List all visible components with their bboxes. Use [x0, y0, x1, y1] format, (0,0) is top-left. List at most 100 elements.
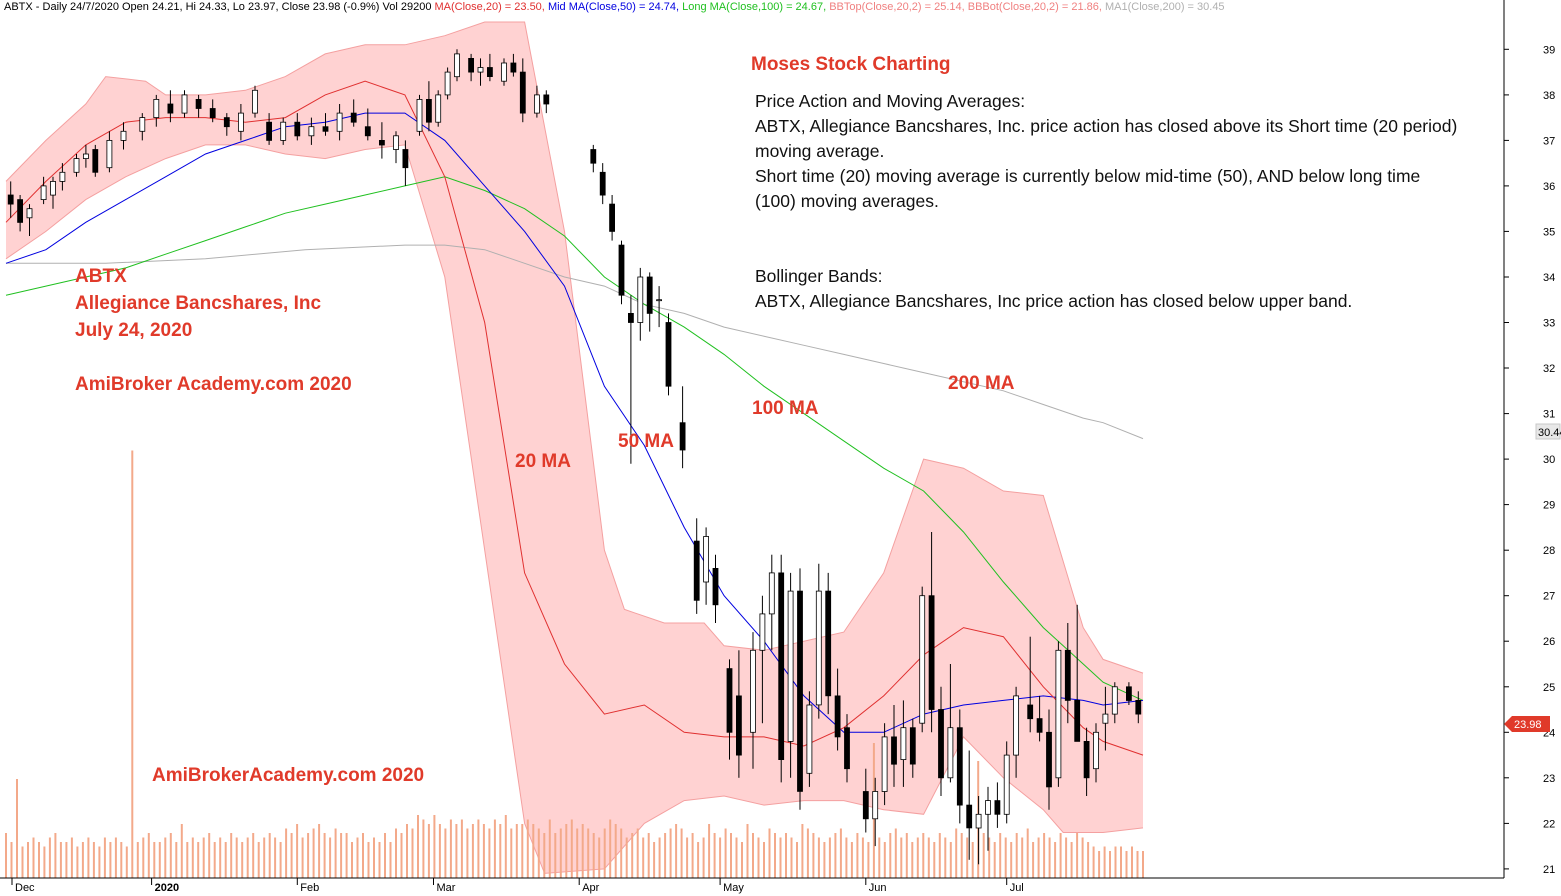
candle-body: [947, 727, 954, 779]
note-heading-bb: Bollinger Bands:: [755, 266, 883, 286]
candle-body: [1083, 741, 1090, 779]
candle-body: [834, 695, 841, 738]
candle: [679, 386, 686, 469]
candle-body: [844, 727, 850, 770]
candle-body: [1111, 686, 1118, 715]
candle-body: [454, 53, 460, 78]
x-tick-label: May: [723, 882, 744, 894]
candle: [599, 163, 606, 205]
candle: [759, 595, 766, 724]
candle: [928, 532, 935, 733]
candle-body: [181, 94, 188, 114]
y-tick-label: 21: [1543, 864, 1555, 876]
bollinger-upper-line: [5, 21, 1144, 674]
candle-body: [928, 595, 935, 710]
y-tick-label: 34: [1543, 272, 1555, 284]
candle-body: [1102, 713, 1109, 724]
ma200-annotation: 200 MA: [948, 373, 1015, 394]
candle-body: [1055, 649, 1062, 779]
y-tick-label: 32: [1543, 363, 1555, 375]
candle: [322, 113, 329, 136]
candle-body: [646, 276, 653, 314]
candle: [519, 58, 526, 123]
candle-body: [806, 704, 813, 774]
candle-body: [679, 422, 686, 451]
header-ma100: Long MA(Close,100) = 24.67,: [682, 1, 827, 13]
ma20-annotation: 20 MA: [515, 451, 571, 472]
candle-body: [402, 149, 409, 169]
candle-body: [787, 590, 794, 742]
candle: [665, 313, 672, 396]
candle-body: [139, 117, 146, 132]
candle: [444, 67, 451, 100]
volume-layer: [5, 450, 1144, 878]
candle: [26, 204, 33, 236]
candle-body: [40, 185, 47, 200]
candle-body: [425, 99, 432, 123]
candle: [510, 53, 517, 77]
y-tick-label: 29: [1543, 500, 1555, 512]
candle: [280, 117, 287, 145]
candle: [590, 144, 597, 173]
y-tick-label: 33: [1543, 318, 1555, 330]
candle-body: [825, 590, 832, 697]
candle: [416, 94, 423, 136]
candle: [806, 691, 813, 787]
candle-body: [1064, 649, 1071, 701]
candle-body: [280, 121, 287, 141]
candle-body: [26, 208, 33, 219]
candle-body: [519, 71, 526, 114]
candle-body: [534, 94, 540, 114]
candle-body: [919, 595, 926, 724]
candle-body: [994, 800, 1001, 815]
candle-body: [1003, 754, 1010, 815]
candle: [909, 718, 916, 778]
candle-body: [778, 572, 785, 761]
candle-body: [966, 804, 973, 829]
last-price-label: 23.98: [1514, 719, 1542, 731]
candle-body: [759, 613, 766, 651]
candle-body: [501, 62, 507, 82]
y-tick-label: 26: [1543, 636, 1555, 648]
candle-body: [336, 112, 343, 132]
candle-body: [693, 540, 700, 601]
candle-body: [1074, 700, 1081, 742]
candle: [881, 723, 888, 806]
candle: [825, 572, 832, 715]
candle: [1111, 682, 1118, 724]
candle-body: [195, 99, 202, 109]
candle: [919, 586, 926, 733]
candle-body: [17, 199, 24, 223]
candle: [712, 554, 719, 623]
candle: [1126, 682, 1132, 705]
ma200-line: [6, 244, 1144, 440]
candle: [350, 99, 357, 127]
candle: [294, 113, 301, 141]
candle: [637, 267, 644, 341]
candle-body: [599, 171, 606, 196]
candle-body: [153, 99, 160, 119]
candle: [966, 750, 973, 860]
y-tick-label: 22: [1543, 818, 1555, 830]
candle-body: [956, 727, 963, 806]
candle: [1013, 686, 1019, 778]
candle-body: [92, 149, 99, 173]
candle: [181, 90, 188, 118]
candle-body: [543, 94, 550, 105]
price-marker-layer: 30.4478 23.98: [1504, 423, 1561, 732]
company-label: Allegiance Bancshares, Inc: [75, 293, 322, 314]
axis-layer: [0, 0, 1505, 879]
candle: [646, 272, 653, 332]
candle: [956, 709, 963, 824]
header-ticker-info: ABTX - Daily 24/7/2020 Open 24.21, Hi 24…: [4, 1, 432, 13]
candle-body: [1046, 731, 1052, 788]
watermark-bottom: AmiBrokerAcademy.com 2020: [152, 765, 425, 786]
candle-body: [1126, 686, 1132, 701]
y-tick-label: 25: [1543, 682, 1555, 694]
candle: [308, 117, 315, 145]
candlestick-layer: [7, 49, 1142, 865]
x-tick-label: Jul: [1010, 882, 1024, 894]
candle-body: [510, 62, 517, 73]
candle-body: [750, 649, 756, 733]
